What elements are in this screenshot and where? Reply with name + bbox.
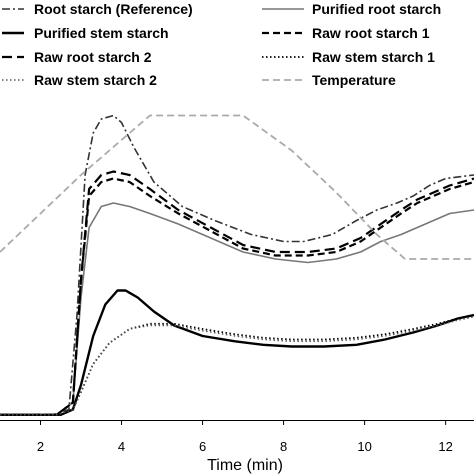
legend-label-4: Raw root starch 1 xyxy=(312,25,430,41)
legend-label-6: Raw stem starch 1 xyxy=(312,49,435,65)
legend-label-2: Purified root starch xyxy=(312,1,441,17)
series-line-7 xyxy=(0,316,474,416)
chart-legend: Root starch (Reference) Purified root sta… xyxy=(2,1,441,88)
legend-label-8: Temperature xyxy=(312,72,396,88)
x-tick-label: 8 xyxy=(280,439,287,454)
x-tick-label: 6 xyxy=(199,439,206,454)
x-tick-label: 2 xyxy=(37,439,44,454)
series-line-8 xyxy=(0,114,474,260)
legend-label-1: Root starch (Reference) xyxy=(34,1,193,17)
series-line-1 xyxy=(0,114,474,416)
series-line-5 xyxy=(0,170,474,416)
series-line-6 xyxy=(0,314,474,416)
series-line-2 xyxy=(0,202,474,416)
x-tick-label: 12 xyxy=(438,439,452,454)
x-tick-label: 4 xyxy=(118,439,125,454)
x-tick-label: 10 xyxy=(357,439,371,454)
series-line-3 xyxy=(0,289,474,416)
x-axis: 2 4 6 8 10 12 xyxy=(0,420,474,454)
legend-label-5: Raw root starch 2 xyxy=(34,49,152,65)
x-axis-label: Time (min) xyxy=(207,457,283,474)
legend-label-7: Raw stem starch 2 xyxy=(34,72,157,88)
legend-label-3: Purified stem starch xyxy=(34,25,169,41)
chart-series-lines xyxy=(0,114,474,416)
